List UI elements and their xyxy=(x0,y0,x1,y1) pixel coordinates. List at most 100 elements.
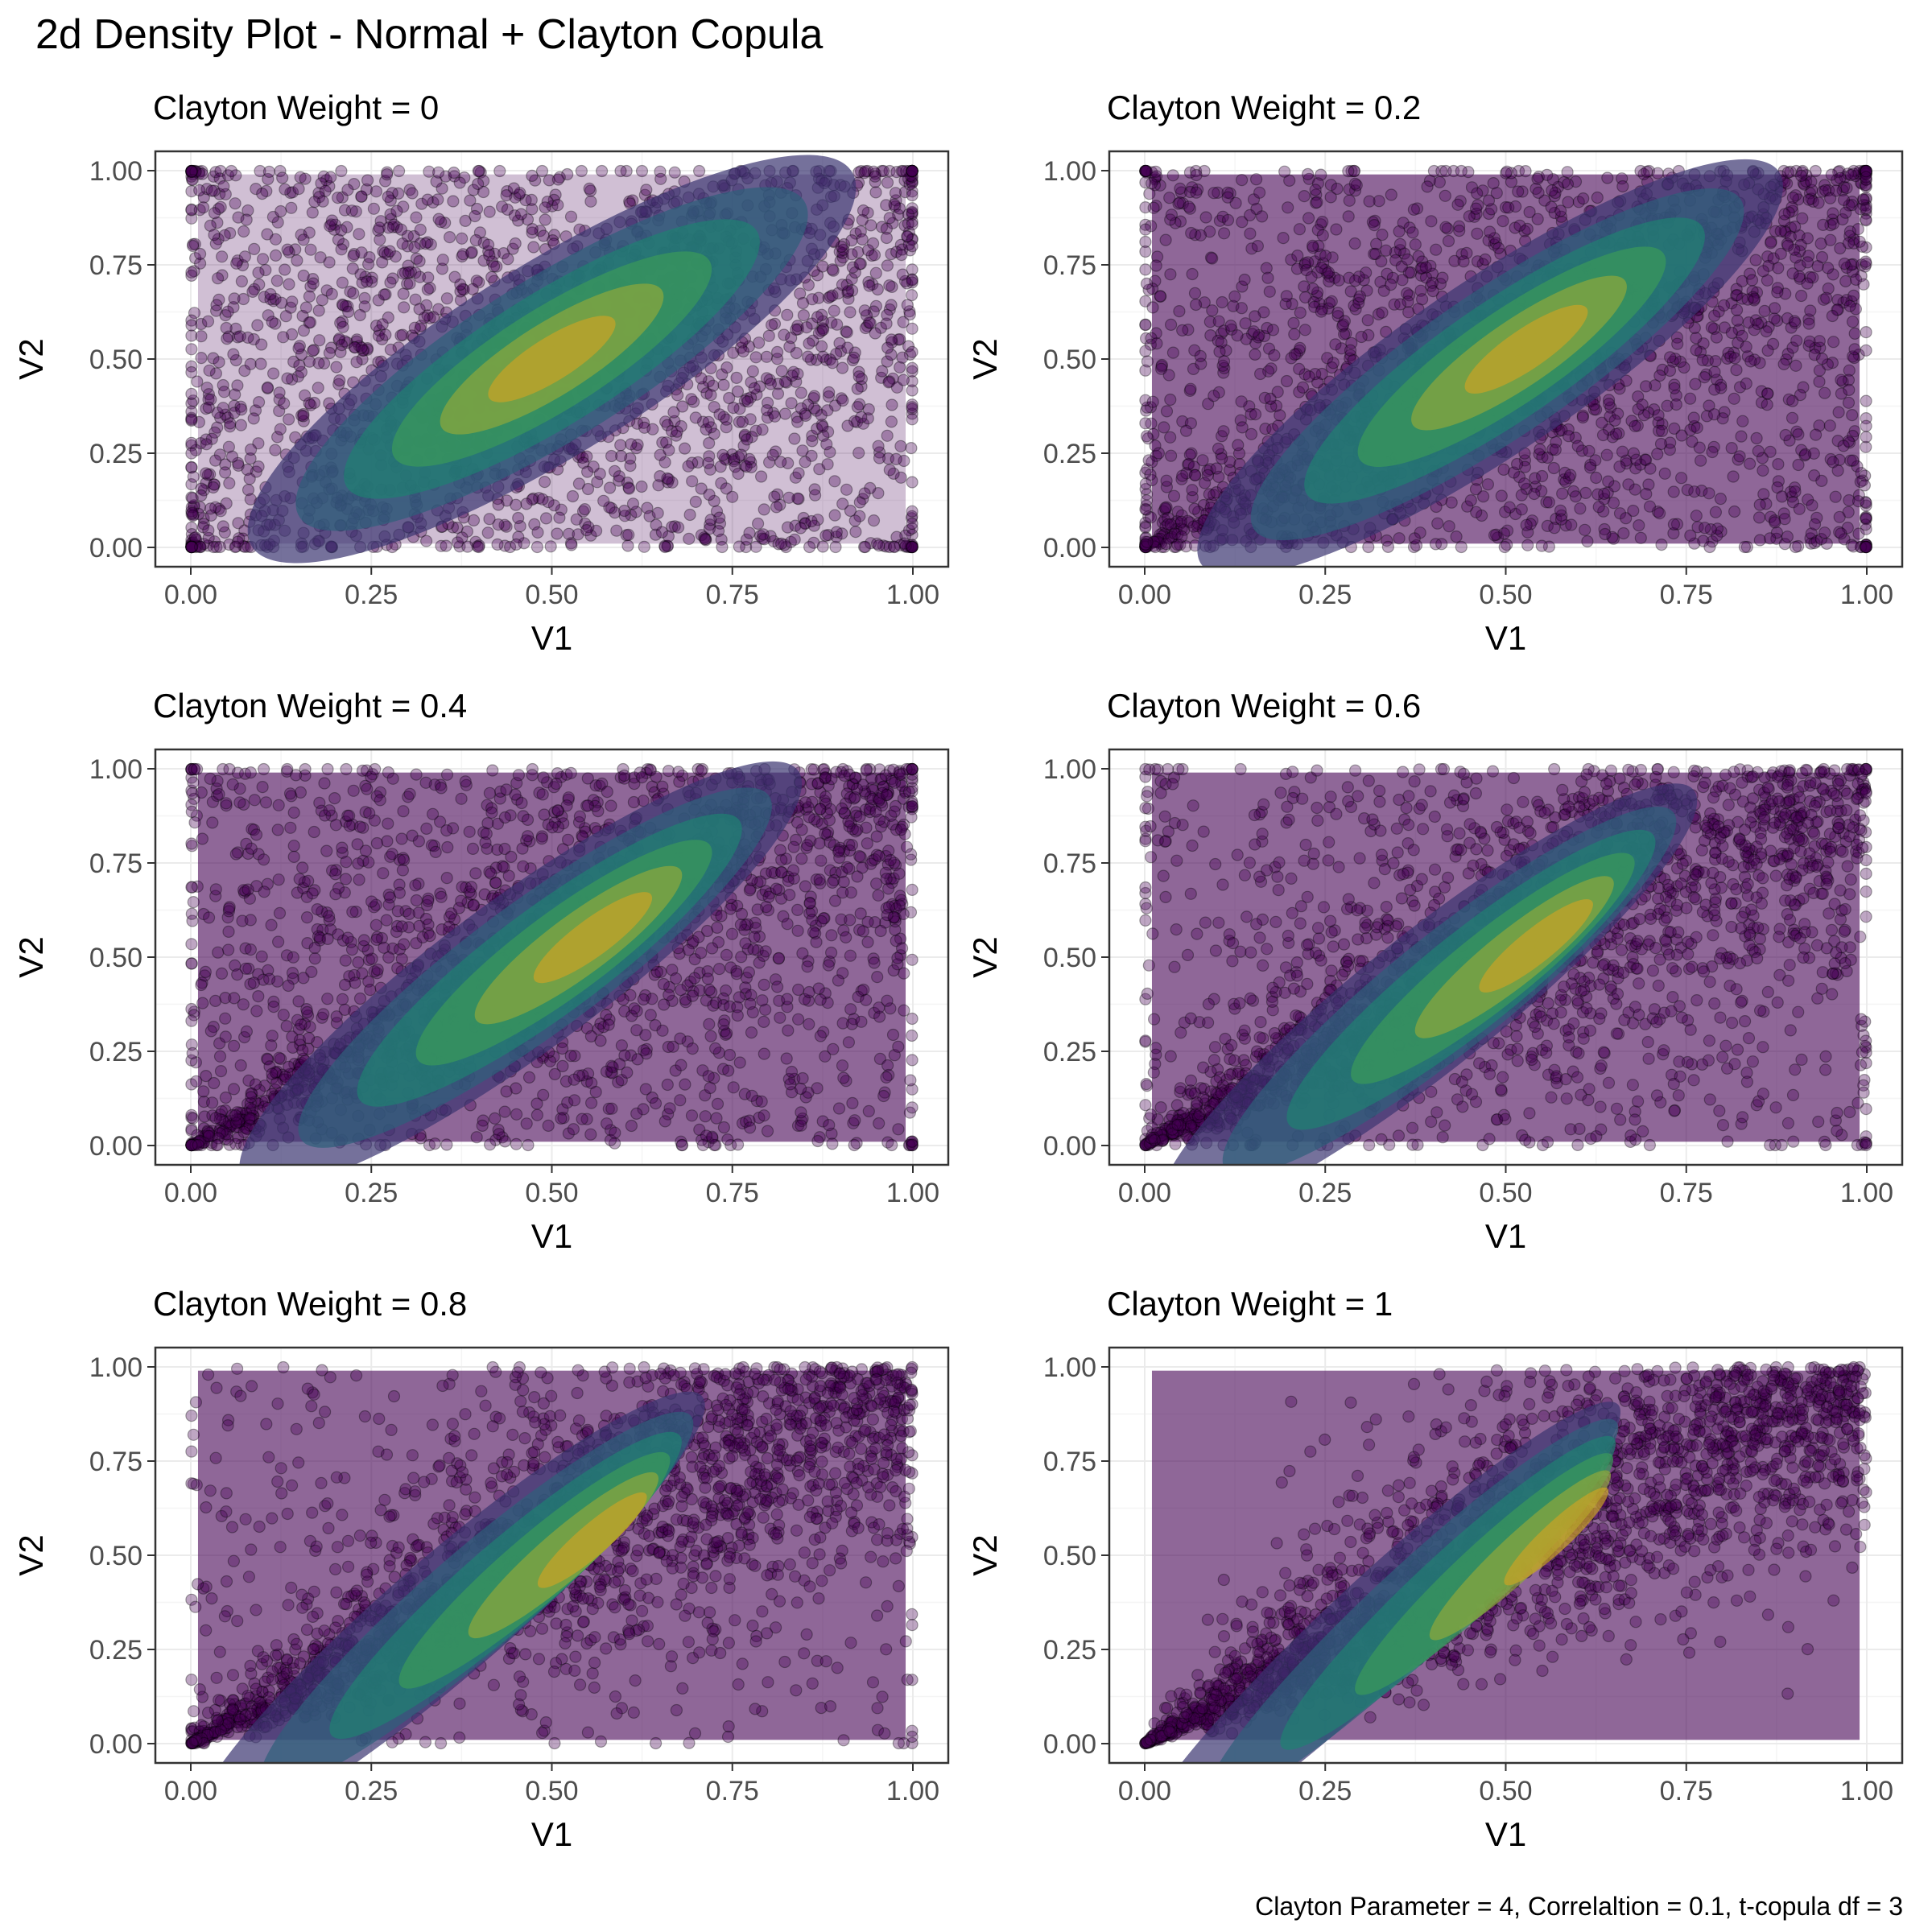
data-point xyxy=(1547,461,1560,475)
data-point xyxy=(477,185,490,199)
data-point xyxy=(233,1111,246,1124)
data-point xyxy=(894,539,906,551)
data-point xyxy=(477,254,490,267)
data-point xyxy=(830,526,843,539)
data-point xyxy=(703,450,716,463)
data-point xyxy=(448,170,461,183)
data-point xyxy=(223,538,236,551)
data-point xyxy=(264,287,277,301)
data-point xyxy=(335,339,349,352)
data-point xyxy=(584,195,597,208)
data-point xyxy=(873,539,886,552)
data-point xyxy=(208,478,221,491)
data-point xyxy=(1283,174,1296,187)
data-point xyxy=(778,375,792,388)
data-point xyxy=(185,397,198,410)
data-point xyxy=(1409,238,1422,251)
data-point xyxy=(1728,392,1740,405)
data-point xyxy=(1688,321,1701,334)
data-point xyxy=(401,240,414,253)
data-point xyxy=(1144,338,1158,351)
data-point xyxy=(202,401,215,414)
data-point xyxy=(1421,180,1434,193)
data-point xyxy=(906,540,919,554)
data-point xyxy=(1562,430,1575,443)
data-point xyxy=(733,540,745,553)
data-point xyxy=(1476,184,1489,197)
data-point xyxy=(1287,316,1300,329)
data-point xyxy=(214,411,227,424)
data-point xyxy=(1690,510,1703,522)
data-point xyxy=(1690,344,1703,357)
data-point xyxy=(451,521,464,535)
data-point xyxy=(1817,293,1831,306)
x-tick-label: 0.50 xyxy=(1479,580,1532,610)
data-point xyxy=(1730,289,1743,302)
data-point xyxy=(432,213,445,225)
data-point xyxy=(1854,475,1867,489)
data-point xyxy=(1497,463,1510,477)
data-point xyxy=(1155,358,1169,372)
data-point xyxy=(1406,226,1419,239)
data-point xyxy=(1639,453,1652,466)
data-point xyxy=(526,169,539,182)
data-point xyxy=(1860,539,1872,551)
data-point xyxy=(641,762,654,776)
data-point xyxy=(338,204,352,217)
density-level xyxy=(1464,304,1588,394)
data-point xyxy=(1521,526,1534,539)
data-point xyxy=(899,529,912,543)
data-point xyxy=(1315,218,1327,231)
data-point xyxy=(850,415,864,429)
data-point xyxy=(1412,250,1425,262)
data-point xyxy=(1397,217,1410,229)
data-point xyxy=(514,208,528,221)
data-point xyxy=(1859,164,1872,178)
data-point xyxy=(1350,179,1363,192)
data-point xyxy=(1280,290,1293,303)
data-point xyxy=(358,300,371,313)
data-point xyxy=(292,342,305,355)
data-point xyxy=(1180,467,1193,480)
data-point xyxy=(1747,291,1760,303)
data-point xyxy=(379,328,392,341)
data-point xyxy=(317,170,330,183)
data-point xyxy=(1217,425,1230,438)
data-point xyxy=(1255,210,1269,223)
data-point xyxy=(1191,519,1204,533)
data-point xyxy=(1203,463,1216,476)
data-point xyxy=(185,360,198,373)
data-point xyxy=(683,532,696,546)
data-point xyxy=(603,501,616,514)
data-point xyxy=(881,452,895,465)
data-point xyxy=(671,389,684,402)
data-point xyxy=(197,484,210,497)
data-point xyxy=(1482,207,1496,221)
data-point xyxy=(273,404,286,418)
data-point xyxy=(1146,283,1159,295)
data-point xyxy=(1860,499,1872,512)
data-point xyxy=(269,444,282,456)
data-point xyxy=(698,531,711,544)
data-point xyxy=(430,175,443,188)
data-point xyxy=(1286,298,1298,311)
data-point xyxy=(1148,179,1162,192)
data-point xyxy=(1229,196,1242,209)
data-point xyxy=(185,540,198,554)
data-point xyxy=(1842,237,1855,250)
data-point xyxy=(456,531,469,544)
data-point xyxy=(1144,401,1158,414)
data-point xyxy=(1139,539,1152,553)
data-point xyxy=(1492,242,1505,254)
data-point xyxy=(885,333,898,346)
data-point xyxy=(196,164,208,178)
data-point xyxy=(867,305,880,318)
data-point xyxy=(1510,457,1524,471)
data-point xyxy=(544,540,557,553)
data-point xyxy=(887,964,900,977)
data-point xyxy=(230,257,243,270)
data-point xyxy=(1736,415,1749,427)
data-point xyxy=(1315,168,1327,181)
data-point xyxy=(1306,239,1319,252)
data-point xyxy=(213,356,225,369)
